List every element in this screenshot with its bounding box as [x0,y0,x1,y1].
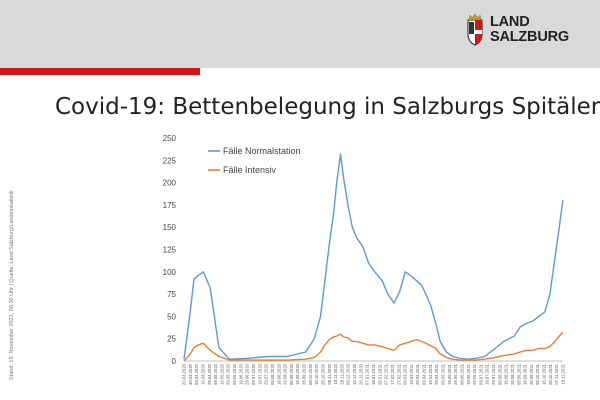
x-tick-label: 29.04.2021 [434,363,439,385]
x-tick-label: 19.03.2021 [409,363,414,385]
accent-bar [0,68,200,75]
x-tick-label: 29.05.2021 [453,363,458,385]
logo-line-2: SALZBURG [490,29,569,45]
y-axis: 0 25 50 75 100 125 150 175 200 225 250 [163,134,177,366]
x-tick-label: 29.08.2020 [283,363,288,385]
x-tick-label: 29.04.2020 [207,363,212,385]
x-tick-label: 29.07.2021 [491,363,496,385]
x-tick-label: 28.11.2020 [339,363,344,384]
y-tick-label: 100 [163,268,177,277]
x-tick-label: 09.05.2020 [213,363,218,385]
x-tick-label: 30.03.2020 [188,363,193,385]
x-tick-label: 08.08.2021 [497,363,502,385]
x-tick-label: 17.02.2021 [390,363,395,385]
x-tick-label: 18.11.2021 [561,363,566,384]
land-salzburg-logo: LAND SALZBURG [464,14,576,50]
x-tick-label: 28.01.2021 [377,363,382,385]
x-tick-label: 29.06.2020 [245,363,250,385]
y-tick-label: 50 [167,312,176,321]
x-tick-label: 09.07.2021 [478,363,483,385]
x-tick-label: 08.09.2020 [289,363,294,385]
x-tick-label: 29.05.2020 [226,363,231,385]
x-tick-label: 08.12.2020 [346,363,351,385]
x-tick-label: 08.09.2021 [516,363,521,385]
series-line-normalstation [183,153,564,360]
x-tick-label: 29.03.2021 [415,363,420,385]
x-tick-label: 07.01.2021 [365,363,370,385]
x-axis: 20.03.2020 30.03.2020 09.04.2020 19.04.2020… [182,360,566,385]
x-tick-label: 08.06.2021 [459,363,464,385]
x-tick-label: 19.05.2021 [447,363,452,385]
y-tick-label: 175 [163,201,177,210]
x-tick-label: 08.10.2021 [535,363,540,385]
x-tick-label: 19.07.2021 [485,363,490,385]
x-tick-label: 29.06.2021 [472,363,477,385]
y-tick-label: 150 [163,223,177,232]
y-tick-label: 0 [172,357,177,366]
x-tick-label: 07.02.2021 [384,363,389,385]
x-tick-label: 18.12.2020 [352,363,357,385]
x-tick-label: 27.02.2021 [396,363,401,385]
x-tick-label: 18.01.2021 [371,363,376,385]
x-tick-label: 28.10.2021 [548,363,553,385]
x-tick-label: 18.08.2021 [504,363,509,385]
x-tick-label: 08.08.2020 [270,363,275,385]
chart-legend: Fälle Normalstation Fälle Intensiv [208,146,301,175]
x-tick-label: 09.06.2020 [232,363,237,385]
x-tick-label: 28.09.2021 [529,363,534,385]
x-tick-label: 28.10.2020 [320,363,325,385]
page-title: Covid-19: Bettenbelegung in Salzburgs Sp… [55,94,600,120]
x-tick-label: 28.09.2020 [302,363,307,385]
salzburg-crest-icon [467,14,483,46]
x-tick-label: 18.11.2020 [333,363,338,384]
x-tick-label: 28.12.2020 [358,363,363,385]
series-lines [183,153,564,362]
x-tick-label: 18.10.2021 [542,363,547,385]
x-tick-label: 18.09.2020 [295,363,300,385]
x-tick-label: 09.03.2021 [403,363,408,385]
y-tick-label: 25 [167,335,176,344]
x-tick-label: 19.06.2020 [238,363,243,385]
x-tick-label: 08.11.2020 [327,363,332,384]
x-tick-label: 07.11.2021 [554,363,559,384]
logo-line-1: LAND [490,14,530,30]
x-tick-label: 20.03.2020 [182,363,187,385]
x-tick-label: 09.07.2020 [251,363,256,385]
x-tick-label: 09.04.2021 [422,363,427,385]
x-tick-label: 09.05.2021 [440,363,445,385]
legend-label: Fälle Intensiv [223,165,277,175]
x-tick-label: 19.08.2020 [276,363,281,385]
x-tick-label: 29.07.2020 [264,363,269,385]
x-tick-label: 18.10.2020 [314,363,319,385]
header-band [0,0,600,68]
x-tick-label: 08.10.2020 [308,363,313,385]
y-tick-label: 225 [163,156,177,165]
x-tick-label: 09.04.2020 [194,363,199,385]
x-tick-label: 28.08.2021 [510,363,515,385]
x-tick-label: 18.09.2021 [523,363,528,385]
x-tick-label: 19.04.2020 [200,363,205,385]
y-tick-label: 250 [163,134,177,143]
y-tick-label: 200 [163,179,177,188]
x-tick-label: 19.07.2020 [257,363,262,385]
legend-label: Fälle Normalstation [223,146,301,156]
x-tick-label: 19.05.2020 [219,363,224,385]
y-tick-label: 125 [163,246,177,255]
x-tick-label: 19.04.2021 [428,363,433,385]
x-tick-label: 19.06.2021 [466,363,471,385]
series-line-intensiv [183,331,564,362]
y-tick-label: 75 [167,290,176,299]
